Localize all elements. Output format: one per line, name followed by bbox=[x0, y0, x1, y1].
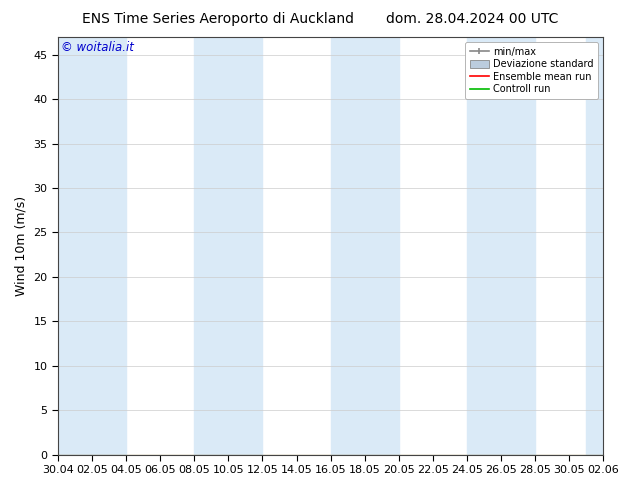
Text: dom. 28.04.2024 00 UTC: dom. 28.04.2024 00 UTC bbox=[385, 12, 558, 26]
Bar bbox=[330, 37, 399, 455]
Text: © woitalia.it: © woitalia.it bbox=[61, 41, 134, 54]
Bar bbox=[195, 37, 262, 455]
Text: ENS Time Series Aeroporto di Auckland: ENS Time Series Aeroporto di Auckland bbox=[82, 12, 354, 26]
Bar bbox=[586, 37, 603, 455]
Bar bbox=[58, 37, 126, 455]
Legend: min/max, Deviazione standard, Ensemble mean run, Controll run: min/max, Deviazione standard, Ensemble m… bbox=[465, 42, 598, 99]
Y-axis label: Wind 10m (m/s): Wind 10m (m/s) bbox=[15, 196, 28, 296]
Bar bbox=[467, 37, 535, 455]
